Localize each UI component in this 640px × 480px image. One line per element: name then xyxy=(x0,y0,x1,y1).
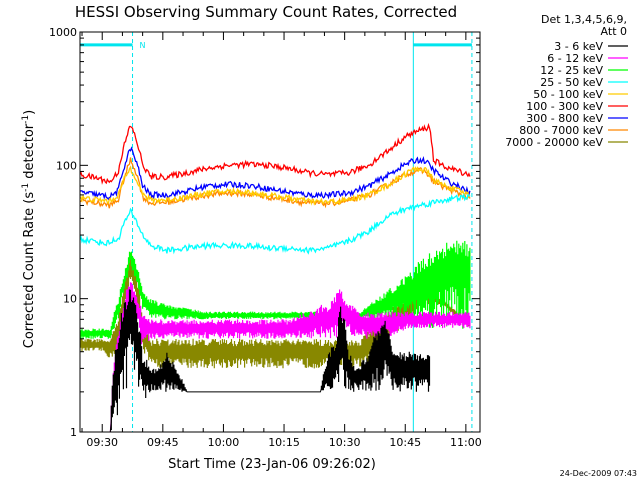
series-6-12-kev xyxy=(109,282,471,432)
legend-label: 800 - 7000 keV xyxy=(519,124,603,137)
x-tick-label: 10:45 xyxy=(389,436,421,449)
series-50-100-kev xyxy=(80,165,471,206)
chart-title: HESSI Observing Summary Count Rates, Cor… xyxy=(75,3,457,21)
y-tick-label: 10 xyxy=(63,293,77,306)
y-tick-label: 100 xyxy=(56,159,77,172)
legend-label: 100 - 300 keV xyxy=(526,100,603,113)
x-tick-label: 10:30 xyxy=(329,436,361,449)
series-300-800-kev xyxy=(80,146,471,201)
series-3-6-kev xyxy=(109,289,431,432)
x-tick-label: 10:15 xyxy=(268,436,300,449)
y-axis-label: Corrected Count Rate (s-1 detector-1) xyxy=(21,110,37,348)
series-midline xyxy=(109,290,470,432)
x-axis-label: Start Time (23-Jan-06 09:26:02) xyxy=(168,457,376,472)
x-tick-label: 09:45 xyxy=(147,436,179,449)
legend-header: Det 1,3,4,5,6,9, xyxy=(541,13,627,26)
y-axis-label-exponent-2: -1 xyxy=(21,115,31,124)
series-25-50-kev xyxy=(80,193,471,255)
legend-label: 25 - 50 keV xyxy=(540,76,603,89)
x-tick-label: 11:00 xyxy=(450,436,482,449)
legend-label: 3 - 6 keV xyxy=(554,40,603,53)
legend-label: 6 - 12 keV xyxy=(547,52,603,65)
y-axis-label-exponent: -1 xyxy=(21,183,31,192)
legend-header: Att 0 xyxy=(601,25,627,38)
night-label: N xyxy=(140,41,146,50)
plot-frame xyxy=(79,31,481,433)
y-tick-label: 1000 xyxy=(49,26,77,39)
plot-area: N xyxy=(80,32,473,432)
axes: 1 10 100 1000 09:30 09:45 10:00 10:15 10:30 10:45… xyxy=(49,26,482,449)
legend-label: 7000 - 20000 keV xyxy=(505,136,603,149)
x-tick-label: 09:30 xyxy=(86,436,118,449)
series-100-300-kev xyxy=(80,122,471,185)
legend-label: 50 - 100 keV xyxy=(533,88,603,101)
legend-label: 12 - 25 keV xyxy=(540,64,603,77)
generation-timestamp: 24-Dec-2009 07:43 xyxy=(560,469,637,478)
series-midline xyxy=(109,313,430,432)
legend-label: 300 - 800 keV xyxy=(526,112,603,125)
series-midline xyxy=(80,254,471,334)
x-tick-label: 10:00 xyxy=(208,436,240,449)
y-tick-label: 1 xyxy=(70,426,77,439)
